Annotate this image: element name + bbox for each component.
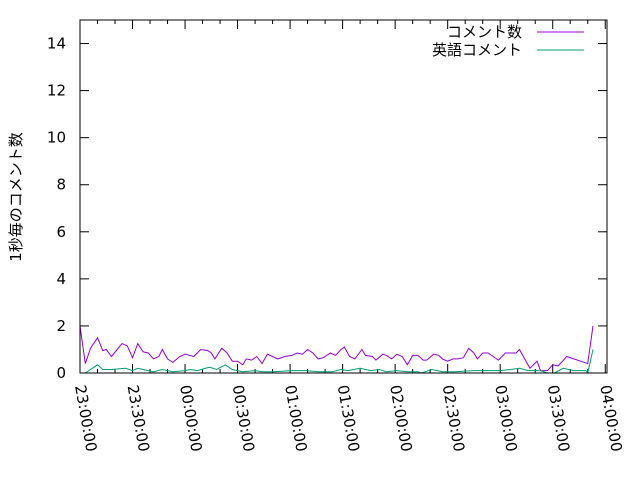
- series-line-1: [85, 349, 594, 375]
- x-tick-label: 01:30:00: [334, 384, 363, 453]
- y-tick-label: 8: [56, 176, 66, 194]
- x-tick-label: 23:30:00: [124, 384, 153, 453]
- y-tick-label: 14: [47, 35, 66, 53]
- x-tick-label: 02:00:00: [386, 384, 415, 453]
- legend-label: コメント数: [447, 23, 522, 41]
- y-tick-label: 2: [56, 317, 66, 335]
- x-tick-label: 01:00:00: [281, 384, 310, 453]
- y-tick-label: 10: [47, 129, 66, 147]
- x-tick-label: 03:30:00: [544, 384, 573, 453]
- x-tick-label: 02:30:00: [439, 384, 468, 453]
- plot-border: [79, 19, 608, 374]
- x-tick-label: 00:30:00: [229, 384, 258, 453]
- x-tick-label: 04:00:00: [596, 384, 625, 453]
- x-tick-label: 00:00:00: [176, 384, 205, 453]
- x-tick-label: 23:00:00: [71, 384, 100, 453]
- y-tick-label: 4: [56, 270, 66, 288]
- series-line-0: [79, 325, 594, 372]
- legend-label: 英語コメント: [432, 41, 522, 59]
- y-tick-label: 6: [56, 223, 66, 241]
- x-tick-label: 03:00:00: [491, 384, 520, 453]
- y-tick-label: 0: [56, 364, 66, 382]
- y-tick-label: 12: [47, 82, 66, 100]
- y-axis-label: 1秒毎のコメント数: [7, 132, 25, 262]
